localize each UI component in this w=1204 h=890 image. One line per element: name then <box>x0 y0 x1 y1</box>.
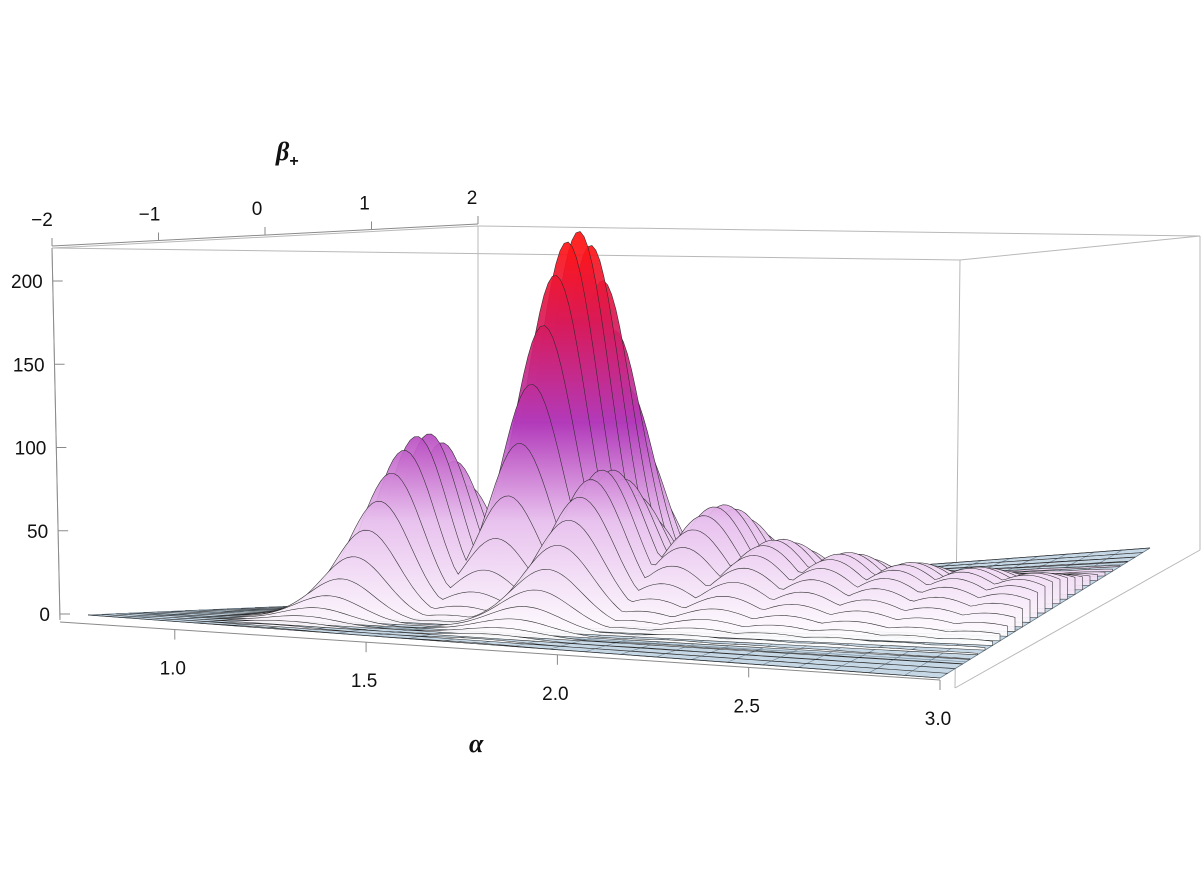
y-tick-label: 2 <box>467 188 478 209</box>
surface-slice <box>101 614 948 674</box>
z-tick-label: 50 <box>27 522 48 543</box>
y-tick-label: −2 <box>31 210 53 231</box>
y-axis-title-subscript: + <box>289 153 298 170</box>
z-tick-label: 0 <box>39 605 50 626</box>
z-axis-line <box>51 247 61 621</box>
surface-slice <box>171 578 986 651</box>
x-tick-label: 1.0 <box>160 659 186 680</box>
y-tick-label: 1 <box>359 194 370 215</box>
y-tick-label: 0 <box>252 199 263 220</box>
x-tick-label: 2.0 <box>542 684 568 705</box>
surface-slice <box>185 556 993 646</box>
surface-slice <box>115 613 956 670</box>
y-tick-label: −1 <box>139 205 161 226</box>
x-axis-title: α <box>469 729 484 758</box>
z-tick-label: 150 <box>13 355 45 376</box>
box-top-front-edge <box>51 247 961 261</box>
y-axis-title-main: β <box>275 137 290 166</box>
z-axis-ticks: 0 50 100 150 200 <box>11 272 70 626</box>
surface-slice <box>156 595 978 656</box>
x-tick-label: 3.0 <box>925 709 951 730</box>
surface-slice <box>143 607 971 660</box>
surface-slice <box>87 614 941 679</box>
box-bottom-right <box>954 549 1201 689</box>
x-axis-line <box>59 621 941 681</box>
z-tick-label: 100 <box>15 439 47 460</box>
y-axis-ticks: −2 −1 0 1 2 <box>31 188 479 246</box>
box-top-right-edge <box>959 235 1201 261</box>
box-top-back-edge <box>477 225 1201 237</box>
z-tick-label: 200 <box>11 272 43 293</box>
surface-slice <box>129 612 963 665</box>
x-tick-label: 1.5 <box>351 671 377 692</box>
x-tick-label: 2.5 <box>733 696 759 717</box>
surface <box>87 231 1151 679</box>
y-axis-title: β+ <box>275 137 299 170</box>
x-axis-ticks: 1.0 1.5 2.0 2.5 3.0 <box>160 629 951 730</box>
